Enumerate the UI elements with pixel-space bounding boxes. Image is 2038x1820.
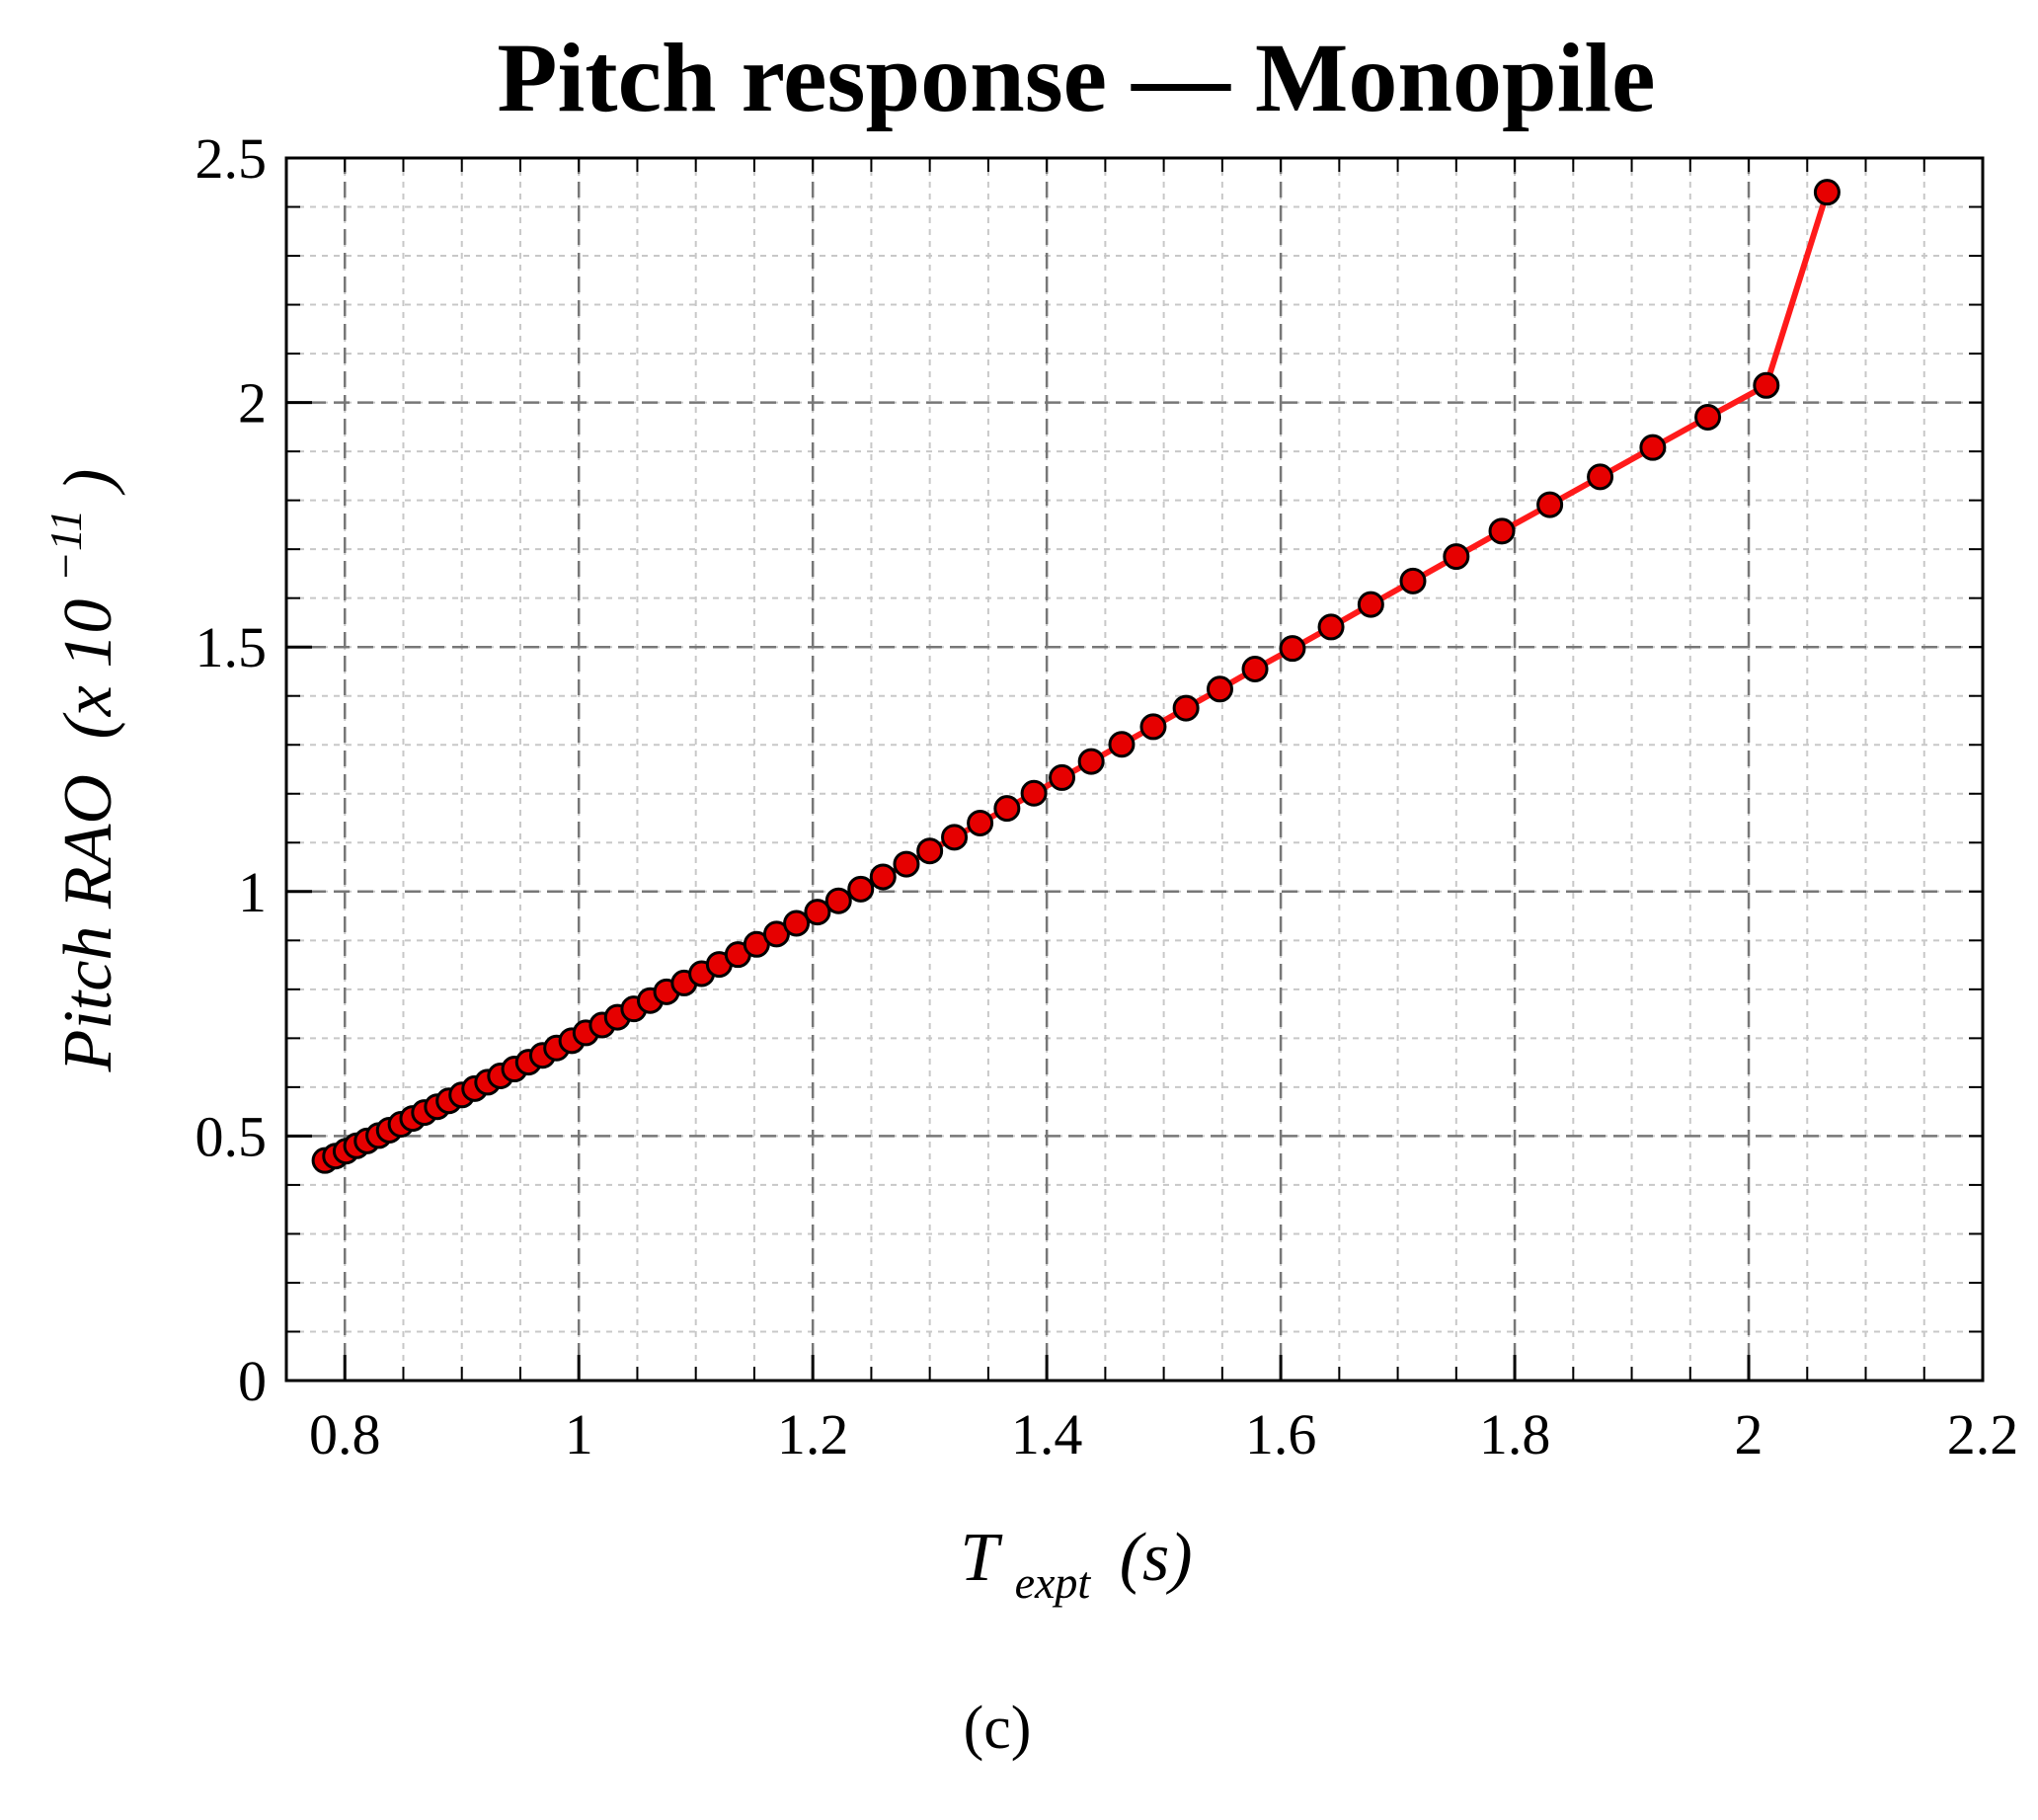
data-point xyxy=(1813,179,1841,206)
data-point xyxy=(1639,434,1667,461)
y-axis-label-unit-prefix: (x 10 xyxy=(50,599,126,740)
series-line-group xyxy=(323,191,1831,1163)
data-point xyxy=(1357,591,1384,618)
panel-label: (c) xyxy=(964,1695,1032,1762)
data-point xyxy=(1443,543,1470,571)
data-point xyxy=(804,899,831,926)
minor-grid xyxy=(285,157,1984,1382)
data-point xyxy=(893,850,920,878)
data-point xyxy=(1587,463,1614,491)
data-point xyxy=(783,910,811,937)
data-point xyxy=(1536,491,1564,518)
y-tick-label: 0.5 xyxy=(196,1104,268,1168)
y-tick-label: 2.5 xyxy=(196,126,268,191)
y-axis-label-unit-suffix: ) xyxy=(50,469,126,496)
x-axis-label-unit: (s) xyxy=(1120,1520,1193,1596)
y-axis-label: Pitch RAO (x 10 −11 ) xyxy=(21,469,126,1073)
data-point xyxy=(1077,748,1105,775)
y-tick-label: 0 xyxy=(238,1349,267,1413)
data-point xyxy=(847,875,875,903)
data-point xyxy=(1399,567,1427,594)
x-tick-label: 1 xyxy=(565,1402,593,1466)
data-point xyxy=(1108,731,1136,758)
data-point xyxy=(1206,675,1233,703)
x-tick-label: 1.6 xyxy=(1245,1402,1317,1466)
data-point xyxy=(1317,613,1345,641)
data-point xyxy=(1241,655,1269,682)
data-point xyxy=(1172,694,1200,722)
data-point xyxy=(1279,635,1306,663)
x-tick-label: 2 xyxy=(1735,1402,1764,1466)
y-axis-label-exponent: −11 xyxy=(40,509,91,582)
series-line xyxy=(323,191,1831,1163)
y-tick-label: 1 xyxy=(238,860,267,924)
data-point xyxy=(869,863,897,891)
data-point xyxy=(1020,779,1048,807)
data-point xyxy=(1488,517,1516,545)
x-axis-label-subscript: expt xyxy=(1015,1557,1092,1608)
x-axis-label: T expt (s) xyxy=(960,1520,1192,1614)
axis-ticks xyxy=(285,156,1985,1383)
data-point xyxy=(1139,713,1167,741)
x-tick-label: 1.8 xyxy=(1479,1402,1551,1466)
x-tick-labels: 0.8 1 1.2 1.4 1.6 1.8 2 2.2 xyxy=(309,1402,2018,1466)
y-tick-labels: 0 0.5 1 1.5 2 2.5 xyxy=(196,126,268,1413)
data-point xyxy=(1694,403,1722,431)
y-tick-label: 1.5 xyxy=(196,615,268,679)
data-point xyxy=(967,809,994,836)
plot-frame xyxy=(284,156,1985,1383)
data-point xyxy=(1049,763,1076,791)
x-tick-label: 2.2 xyxy=(1947,1402,2019,1466)
x-tick-label: 0.8 xyxy=(309,1402,381,1466)
major-grid xyxy=(286,156,1985,1383)
y-tick-label: 2 xyxy=(238,371,267,435)
data-point xyxy=(762,920,790,948)
data-point xyxy=(993,795,1021,823)
data-point xyxy=(824,887,852,914)
x-axis-label-main: T xyxy=(960,1520,1003,1596)
data-point xyxy=(1753,371,1780,399)
data-markers xyxy=(311,179,1841,1174)
x-tick-label: 1.4 xyxy=(1011,1402,1083,1466)
data-point xyxy=(916,837,944,865)
y-axis-label-main: Pitch RAO xyxy=(50,774,126,1072)
chart-title: Pitch response — Monopile xyxy=(497,23,1655,132)
x-tick-label: 1.2 xyxy=(777,1402,849,1466)
data-point xyxy=(941,824,969,851)
